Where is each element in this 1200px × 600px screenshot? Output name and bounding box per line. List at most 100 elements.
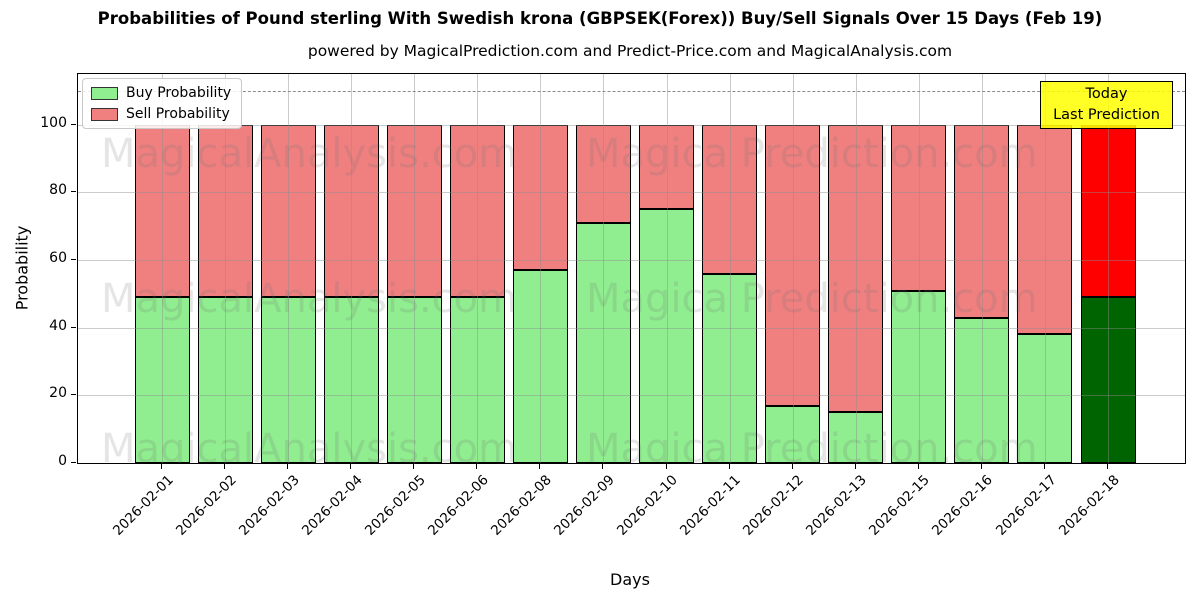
watermark-left-row3: MagicalAnalysis.com xyxy=(101,426,518,464)
x-tick-label-2026-02-15: 2026-02-15 xyxy=(866,472,934,539)
x-tick-2026-02-09 xyxy=(602,463,604,469)
bar-buy-2026-02-06 xyxy=(449,297,505,463)
x-tick-label-2026-02-02: 2026-02-02 xyxy=(172,472,240,539)
bar-sell-2026-02-09 xyxy=(575,124,631,223)
x-tick-label-2026-02-16: 2026-02-16 xyxy=(929,472,997,539)
legend-label-buy: Buy Probability xyxy=(126,85,232,101)
x-tick-label-2026-02-01: 2026-02-01 xyxy=(109,472,177,539)
y-tick-label-40: 40 xyxy=(49,317,67,334)
gridline-x-2026-02-02 xyxy=(225,74,227,463)
x-tick-2026-02-17 xyxy=(1043,463,1045,469)
x-tick-2026-02-01 xyxy=(161,463,162,469)
gridline-x-2026-02-04 xyxy=(351,74,353,463)
y-tick-label-60: 60 xyxy=(49,250,67,267)
x-tick-2026-02-16 xyxy=(980,463,982,469)
x-tick-2026-02-06 xyxy=(476,463,478,469)
bar-buy-2026-02-17 xyxy=(1017,334,1073,463)
x-tick-label-2026-02-09: 2026-02-09 xyxy=(551,472,618,539)
x-tick-2026-02-02 xyxy=(224,463,226,469)
legend: Buy Probability Sell Probability xyxy=(82,78,243,129)
gridline-y-40 xyxy=(78,327,1185,329)
bar-sell-2026-02-12 xyxy=(765,124,821,406)
watermark-left-row1: MagicalAnalysis.com xyxy=(101,131,518,177)
y-tick-80 xyxy=(71,191,76,193)
gridline-x-2026-02-16 xyxy=(981,74,983,463)
gridline-y-60 xyxy=(78,260,1185,262)
bar-buy-2026-02-12 xyxy=(765,405,821,463)
legend-label-sell: Sell Probability xyxy=(126,106,230,122)
x-tick-2026-02-10 xyxy=(665,463,667,469)
bar-sell-2026-02-04 xyxy=(323,124,379,298)
gridline-x-2026-02-10 xyxy=(666,74,668,463)
chart-subtitle: powered by MagicalPrediction.com and Pre… xyxy=(307,42,953,60)
sell-probability-swatch xyxy=(91,107,118,121)
bar-buy-2026-02-08 xyxy=(512,270,568,463)
gridline-x-2026-02-01 xyxy=(162,74,163,463)
today-annotation-line2: Last Prediction xyxy=(1053,107,1160,123)
today-annotation: Today Last Prediction xyxy=(1040,81,1173,129)
x-axis-label: Days xyxy=(610,570,650,589)
gridline-y-100 xyxy=(78,124,1185,126)
y-tick-0 xyxy=(71,462,76,463)
bar-sell-2026-02-10 xyxy=(639,124,695,210)
bar-sell-2026-02-03 xyxy=(260,124,316,298)
gridline-x-2026-02-03 xyxy=(288,74,290,463)
x-tick-2026-02-12 xyxy=(791,463,793,469)
bar-sell-2026-02-17 xyxy=(1017,124,1073,335)
x-tick-label-2026-02-11: 2026-02-11 xyxy=(677,472,744,539)
x-tick-label-2026-02-18: 2026-02-18 xyxy=(1055,472,1123,539)
bar-sell-2026-02-02 xyxy=(197,124,253,298)
bar-sell-2026-02-13 xyxy=(828,124,884,413)
bar-buy-2026-02-09 xyxy=(575,222,631,463)
bar-sell-2026-02-06 xyxy=(449,124,505,298)
x-tick-label-2026-02-17: 2026-02-17 xyxy=(992,472,1060,539)
plot-area: MagicalAnalysis.com Magica Prediction.com… xyxy=(77,73,1186,464)
x-tick-2026-02-04 xyxy=(350,463,352,469)
gridline-x-2026-02-05 xyxy=(414,74,416,463)
bar-sell-2026-02-16 xyxy=(954,124,1010,318)
watermark-right-row1: Magica Prediction.com xyxy=(586,131,1038,177)
bar-buy-2026-02-15 xyxy=(891,290,947,463)
bar-sell-2026-02-15 xyxy=(891,124,947,291)
gridline-x-2026-02-06 xyxy=(477,74,479,463)
watermark-right-row2: Magica Prediction.com xyxy=(586,276,1038,322)
gridline-y-20 xyxy=(78,395,1185,397)
bar-buy-2026-02-16 xyxy=(954,317,1010,463)
y-tick-label-20: 20 xyxy=(49,385,67,402)
legend-item-sell: Sell Probability xyxy=(91,106,231,122)
y-tick-100 xyxy=(71,123,76,125)
bar-buy-2026-02-13 xyxy=(828,412,884,463)
bar-buy-2026-02-18 xyxy=(1080,297,1136,463)
gridline-y-80 xyxy=(78,192,1185,194)
x-tick-2026-02-13 xyxy=(854,463,856,469)
watermark-right-row3: Magica Prediction.com xyxy=(586,426,1038,464)
x-tick-2026-02-15 xyxy=(917,463,919,469)
y-axis-label: Probability xyxy=(12,225,32,311)
bar-buy-2026-02-03 xyxy=(260,297,316,463)
y-tick-60 xyxy=(71,259,76,261)
legend-item-buy: Buy Probability xyxy=(91,85,231,101)
y-tick-40 xyxy=(71,326,76,328)
buy-probability-swatch xyxy=(91,86,118,100)
x-tick-label-2026-02-03: 2026-02-03 xyxy=(235,472,303,539)
x-tick-2026-02-11 xyxy=(728,463,730,469)
x-tick-label-2026-02-04: 2026-02-04 xyxy=(298,472,366,539)
x-tick-label-2026-02-10: 2026-02-10 xyxy=(614,472,681,539)
y-tick-label-80: 80 xyxy=(49,182,67,199)
bar-buy-2026-02-04 xyxy=(323,297,379,463)
bar-sell-2026-02-08 xyxy=(512,124,568,271)
gridline-x-2026-02-15 xyxy=(918,74,920,463)
x-tick-2026-02-08 xyxy=(539,463,541,469)
y-tick-label-0: 0 xyxy=(58,453,67,469)
bar-sell-2026-02-11 xyxy=(702,124,758,274)
x-tick-label-2026-02-08: 2026-02-08 xyxy=(487,472,555,539)
x-tick-label-2026-02-05: 2026-02-05 xyxy=(361,472,429,539)
watermark-left-row2: MagicalAnalysis.com xyxy=(101,276,518,322)
bar-sell-2026-02-05 xyxy=(386,124,442,298)
bar-buy-2026-02-11 xyxy=(702,273,758,463)
today-annotation-line1: Today xyxy=(1085,85,1128,102)
gridline-x-2026-02-12 xyxy=(792,74,794,463)
x-tick-2026-02-03 xyxy=(287,463,289,469)
bar-buy-2026-02-02 xyxy=(197,297,253,463)
